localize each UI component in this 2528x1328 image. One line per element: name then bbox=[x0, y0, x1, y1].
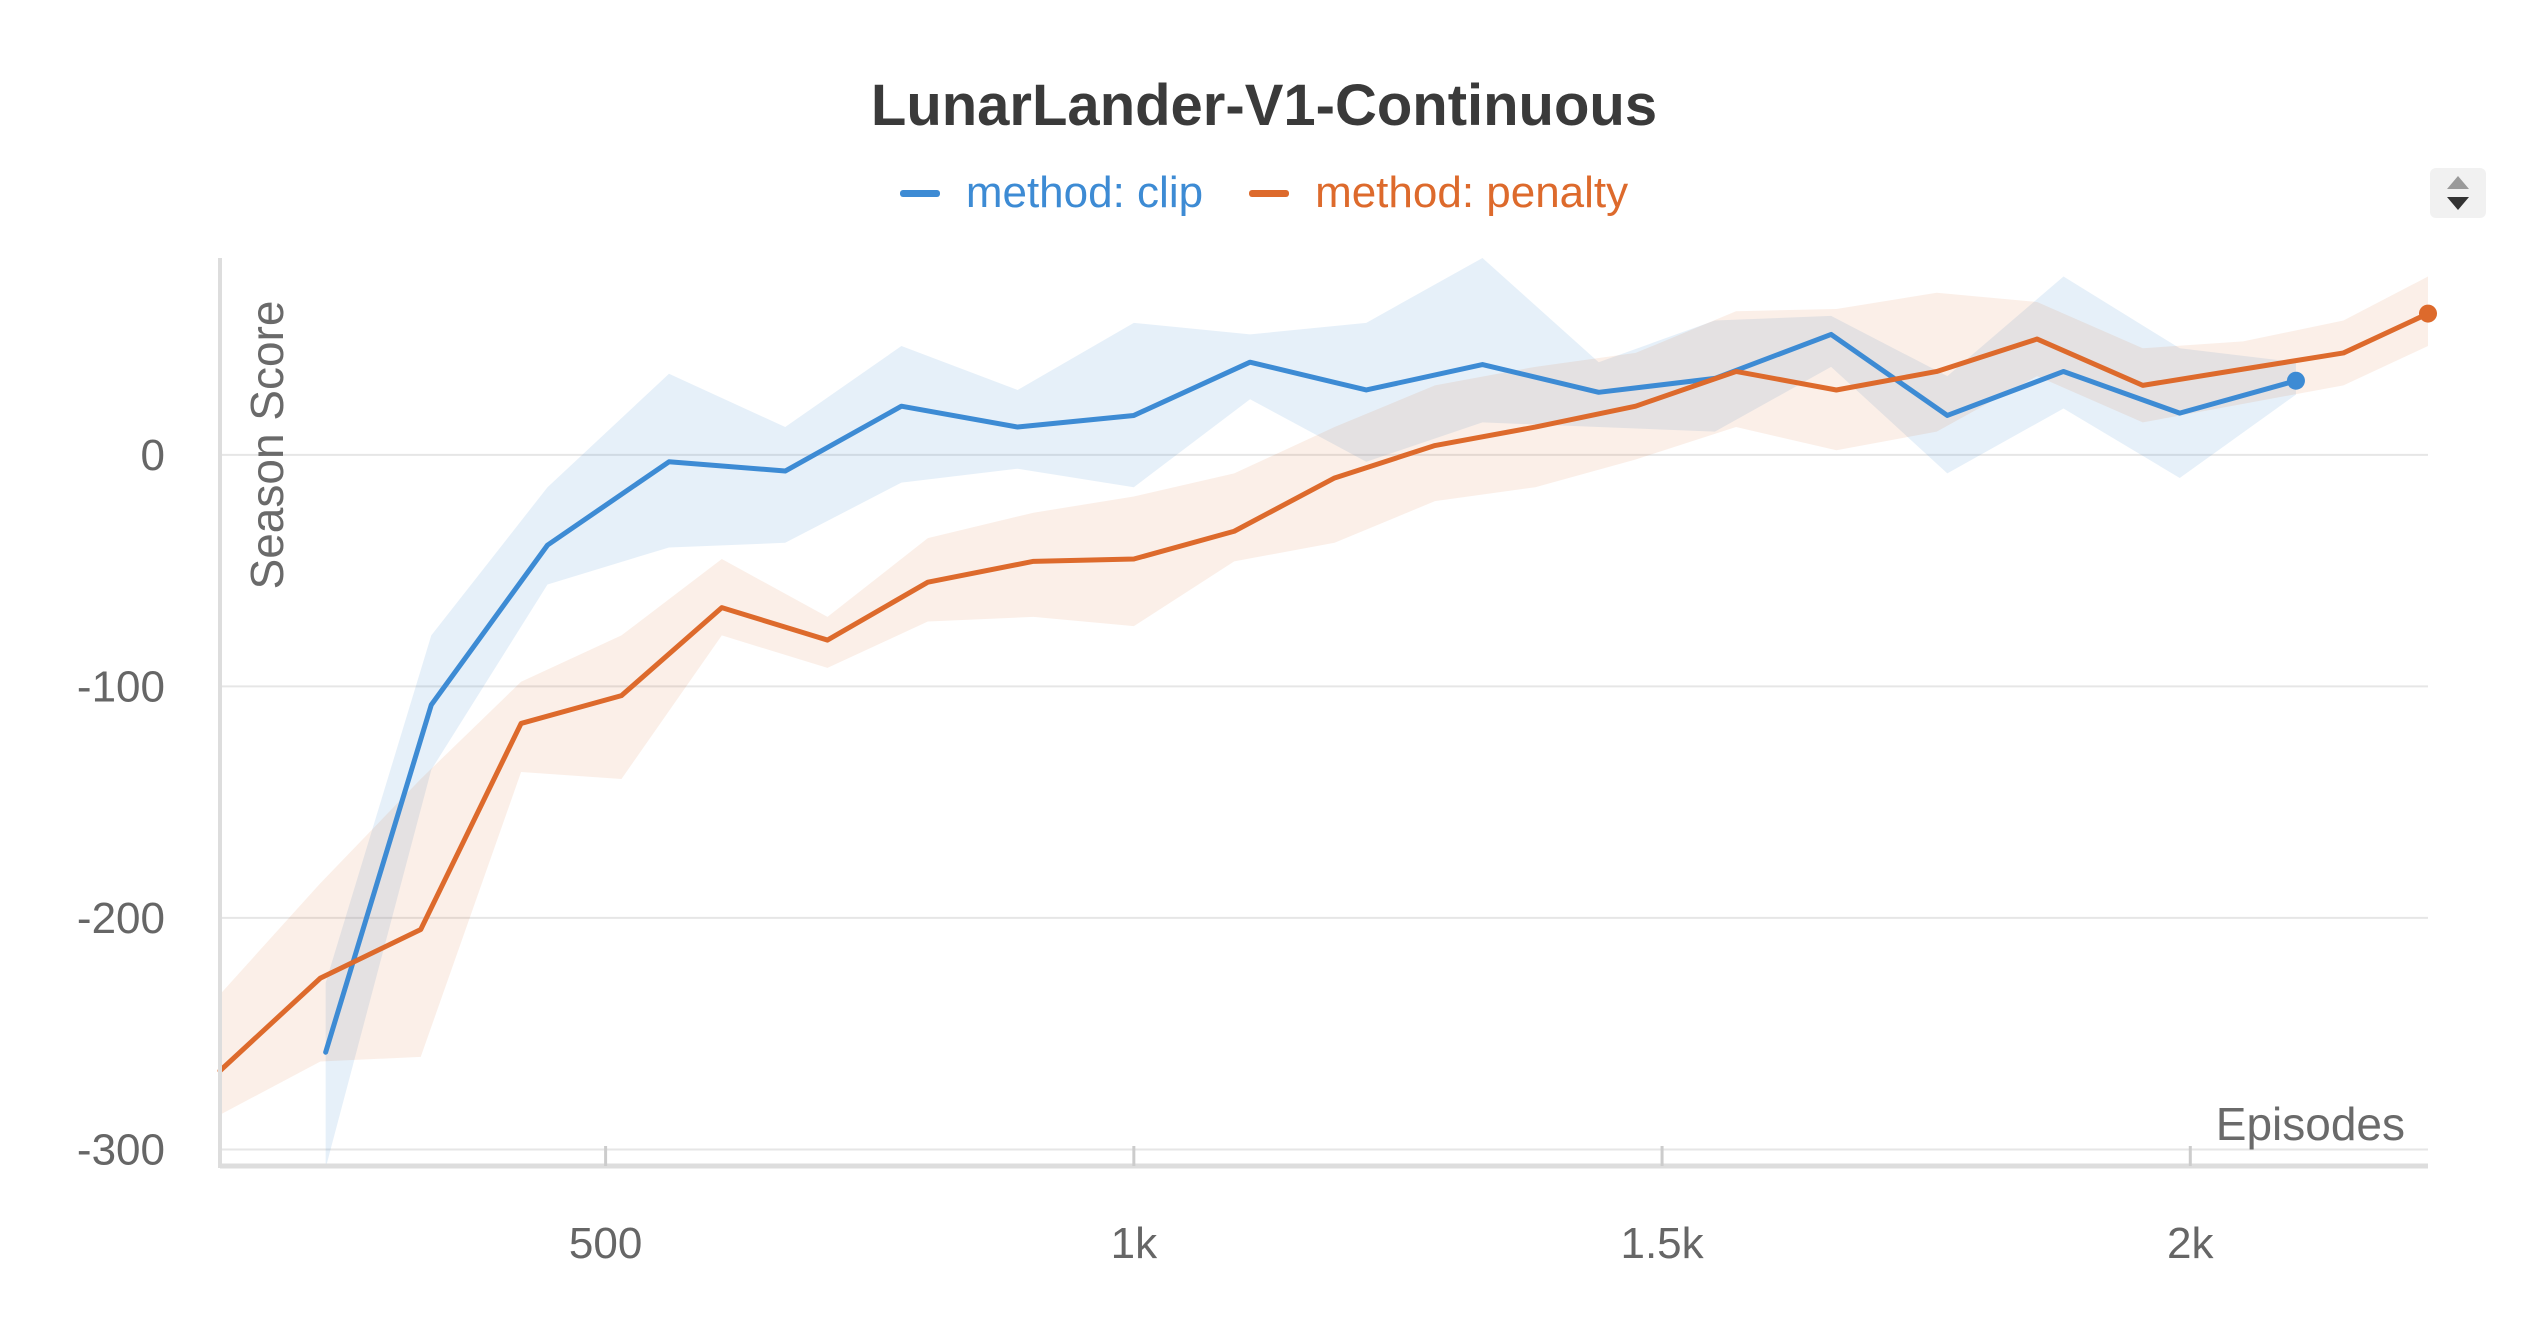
band-penalty bbox=[220, 276, 2428, 1115]
series-line-penalty[interactable] bbox=[217, 311, 2431, 1074]
tick-labels: 0 -100 -200 -300 500 1k 1.5k 2k bbox=[77, 431, 2215, 1268]
grid-lines bbox=[220, 453, 2428, 1151]
legend-label-clip: method: clip bbox=[965, 168, 1204, 217]
y-tick-label: 0 bbox=[141, 431, 165, 480]
legend-item-penalty[interactable]: method: penalty bbox=[1249, 168, 1628, 218]
chart-title: LunarLander-V1-Continuous bbox=[870, 73, 1658, 138]
sort-up-icon bbox=[2447, 176, 2469, 189]
end-point-penalty[interactable] bbox=[2419, 304, 2437, 323]
band-clip bbox=[325, 258, 2296, 1168]
legend-swatch-penalty bbox=[1249, 189, 1290, 197]
confidence-bands bbox=[220, 258, 2428, 1168]
y-axis-title: Season Score bbox=[241, 301, 293, 590]
end-point-clip[interactable] bbox=[2286, 371, 2305, 390]
x-tick-label: 1k bbox=[1111, 1219, 1158, 1268]
sort-down-icon bbox=[2447, 197, 2469, 210]
legend-item-clip[interactable]: method: clip bbox=[899, 168, 1204, 218]
series-line-clip[interactable] bbox=[323, 331, 2299, 1055]
axes bbox=[218, 258, 2428, 1169]
legend-swatch-clip bbox=[899, 189, 940, 197]
x-tick-label: 1.5k bbox=[1620, 1219, 1704, 1268]
sort-up-down-icon[interactable] bbox=[2430, 168, 2486, 218]
x-tick-label: 500 bbox=[569, 1219, 642, 1268]
y-tick-label: -100 bbox=[77, 662, 165, 711]
y-tick-label: -300 bbox=[77, 1125, 165, 1174]
legend: method: clip method: penalty bbox=[0, 168, 2528, 218]
x-tick-label: 2k bbox=[2167, 1219, 2214, 1268]
x-axis-title: Episodes bbox=[2216, 1098, 2405, 1150]
legend-label-penalty: method: penalty bbox=[1315, 168, 1629, 217]
series-lines bbox=[217, 304, 2437, 1074]
y-tick-label: -200 bbox=[77, 894, 165, 943]
